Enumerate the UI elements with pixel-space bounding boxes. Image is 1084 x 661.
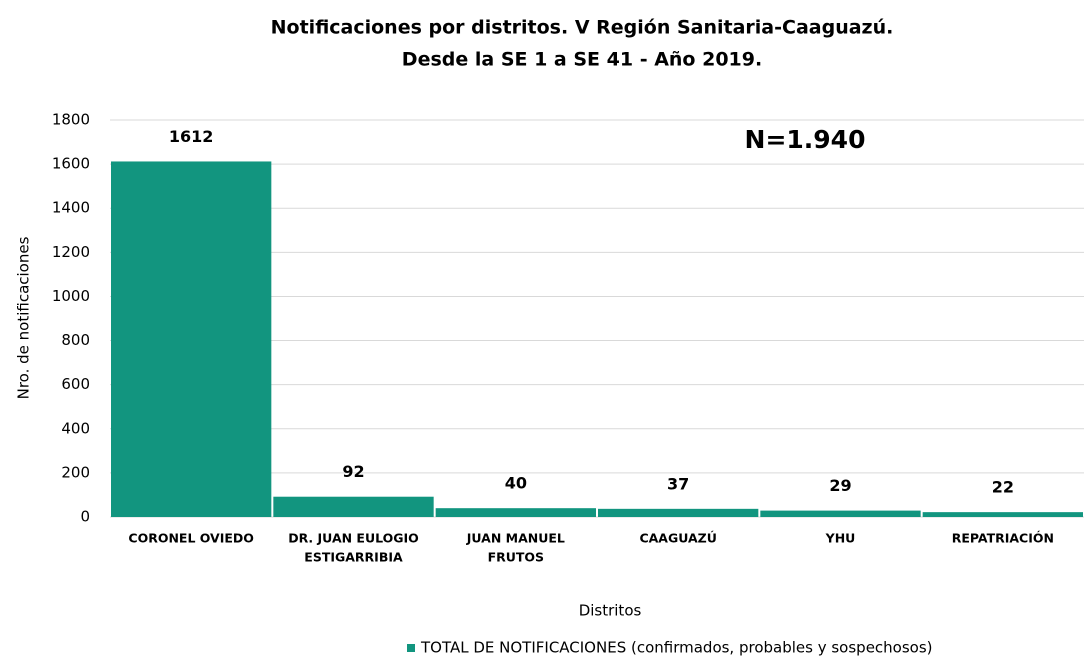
value-label: 92 [342,462,364,481]
legend-label: TOTAL DE NOTIFICACIONES (confirmados, pr… [420,639,933,657]
y-tick-label: 400 [61,419,90,437]
y-tick-label: 1200 [52,243,90,261]
x-tick-label: CORONEL OVIEDO [128,531,254,546]
bar [111,161,272,517]
x-tick-label: FRUTOS [488,550,544,565]
x-axis-label: Distritos [579,602,642,620]
x-tick-label: CAAGUAZÚ [639,531,716,546]
chart-title: Desde la SE 1 a SE 41 - Año 2019. [402,49,762,71]
value-label: 40 [505,474,527,493]
chart-title: Notificaciones por distritos. V Región S… [271,17,894,39]
y-tick-label: 1400 [52,199,90,217]
y-tick-label: 200 [61,463,90,481]
x-tick-label: YHU [825,531,856,546]
annotation: N=1.940 [745,125,866,154]
x-tick-label: JUAN MANUEL [466,531,565,546]
y-tick-label: 1600 [52,155,90,173]
x-tick-label: REPATRIACIÓN [952,531,1054,546]
value-label: 22 [992,478,1014,497]
y-tick-label: 0 [80,508,90,526]
y-tick-label: 1800 [52,111,90,129]
bar [273,496,434,517]
bar [922,512,1083,517]
legend-swatch [407,644,415,652]
value-label: 37 [667,474,689,493]
y-tick-label: 800 [61,331,90,349]
y-tick-label: 1000 [52,287,90,305]
y-axis-label: Nro. de notificaciones [15,236,33,399]
value-label: 29 [829,476,851,495]
x-tick-label: DR. JUAN EULOGIO [288,531,419,546]
bar [435,508,596,517]
x-tick-label: ESTIGARRIBIA [304,550,403,565]
bar [760,510,921,517]
y-tick-label: 600 [61,375,90,393]
bar [598,508,759,517]
value-label: 1612 [169,127,214,146]
